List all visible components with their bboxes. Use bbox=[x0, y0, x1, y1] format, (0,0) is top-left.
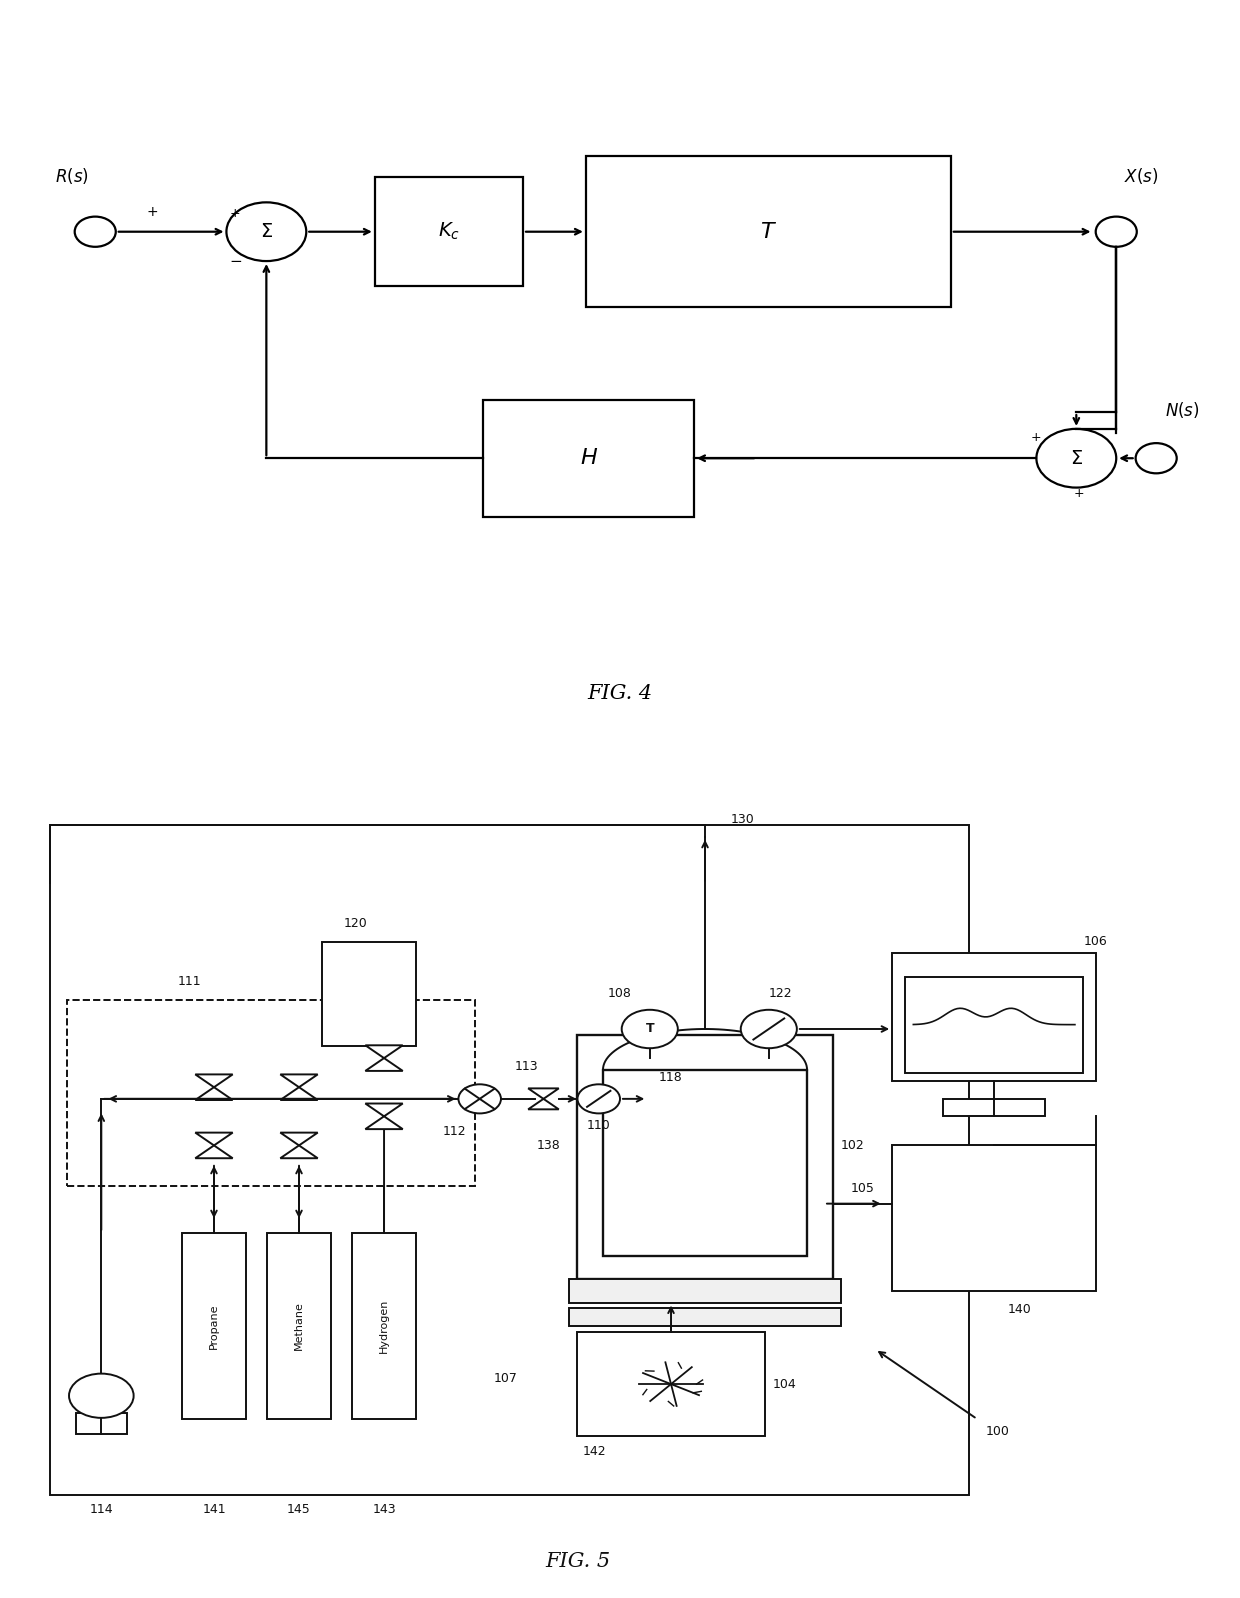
Text: $N(s)$: $N(s)$ bbox=[1166, 401, 1200, 420]
Text: 112: 112 bbox=[443, 1125, 466, 1138]
Text: Propane: Propane bbox=[210, 1302, 219, 1349]
Circle shape bbox=[578, 1085, 620, 1114]
Polygon shape bbox=[366, 1117, 403, 1130]
Text: 108: 108 bbox=[608, 988, 632, 1000]
Bar bbox=[892, 954, 1096, 1082]
Bar bbox=[67, 1000, 475, 1186]
Bar bbox=[569, 1280, 841, 1302]
Bar bbox=[585, 157, 951, 307]
Polygon shape bbox=[366, 1058, 403, 1071]
Text: $R(s)$: $R(s)$ bbox=[56, 166, 89, 185]
Text: 100: 100 bbox=[986, 1425, 1009, 1438]
Polygon shape bbox=[280, 1133, 317, 1146]
Text: FIG. 5: FIG. 5 bbox=[544, 1552, 610, 1571]
Text: 104: 104 bbox=[773, 1377, 797, 1390]
Text: +: + bbox=[229, 206, 241, 221]
Polygon shape bbox=[195, 1133, 233, 1146]
Text: Methane: Methane bbox=[294, 1301, 304, 1350]
Bar bbox=[484, 400, 694, 518]
Text: +: + bbox=[1074, 487, 1085, 500]
Text: 138: 138 bbox=[537, 1139, 560, 1152]
Text: +: + bbox=[146, 205, 157, 219]
Circle shape bbox=[740, 1010, 797, 1048]
Text: 120: 120 bbox=[343, 917, 367, 930]
Polygon shape bbox=[195, 1074, 233, 1087]
Polygon shape bbox=[366, 1104, 403, 1117]
Circle shape bbox=[459, 1085, 501, 1114]
Text: 105: 105 bbox=[851, 1183, 874, 1195]
Text: $X(s)$: $X(s)$ bbox=[1125, 166, 1158, 185]
Bar bbox=[944, 1099, 1045, 1117]
Text: 140: 140 bbox=[1008, 1302, 1032, 1315]
Text: 143: 143 bbox=[372, 1504, 396, 1517]
Text: 107: 107 bbox=[494, 1371, 518, 1385]
Text: 122: 122 bbox=[769, 988, 792, 1000]
Text: 130: 130 bbox=[730, 813, 754, 826]
Circle shape bbox=[621, 1010, 678, 1048]
Text: T: T bbox=[646, 1023, 653, 1036]
Text: $\Sigma$: $\Sigma$ bbox=[260, 222, 273, 241]
Bar bbox=[322, 941, 415, 1047]
Text: 102: 102 bbox=[841, 1139, 864, 1152]
Polygon shape bbox=[195, 1146, 233, 1159]
Bar bbox=[905, 976, 1084, 1072]
Text: +: + bbox=[1030, 431, 1042, 444]
Text: −: − bbox=[229, 254, 243, 268]
Text: $H$: $H$ bbox=[579, 447, 598, 468]
Bar bbox=[578, 1036, 832, 1280]
Text: 114: 114 bbox=[89, 1504, 113, 1517]
Text: FIG. 4: FIG. 4 bbox=[588, 684, 652, 703]
Polygon shape bbox=[528, 1099, 559, 1109]
Polygon shape bbox=[280, 1074, 317, 1087]
Text: 142: 142 bbox=[583, 1445, 606, 1459]
Polygon shape bbox=[280, 1146, 317, 1159]
Polygon shape bbox=[195, 1087, 233, 1099]
Bar bbox=[569, 1309, 841, 1326]
Bar bbox=[603, 1069, 807, 1256]
Text: 106: 106 bbox=[1084, 935, 1107, 948]
Circle shape bbox=[69, 1374, 134, 1417]
Polygon shape bbox=[280, 1087, 317, 1099]
Text: $K_c$: $K_c$ bbox=[438, 221, 460, 243]
Text: $\Sigma$: $\Sigma$ bbox=[1070, 449, 1083, 468]
Text: Hydrogen: Hydrogen bbox=[379, 1299, 389, 1354]
Bar bbox=[578, 1331, 765, 1437]
Bar bbox=[892, 1146, 1096, 1291]
Text: 110: 110 bbox=[587, 1119, 610, 1133]
Bar bbox=[51, 825, 968, 1494]
Text: 141: 141 bbox=[202, 1504, 226, 1517]
Bar bbox=[182, 1232, 246, 1419]
Polygon shape bbox=[366, 1045, 403, 1058]
Text: $T$: $T$ bbox=[760, 222, 776, 241]
Text: 118: 118 bbox=[658, 1071, 682, 1085]
Bar bbox=[352, 1232, 415, 1419]
Bar bbox=[76, 1413, 126, 1433]
Text: 145: 145 bbox=[288, 1504, 311, 1517]
Polygon shape bbox=[528, 1088, 559, 1099]
Bar bbox=[374, 177, 523, 286]
Text: 111: 111 bbox=[177, 975, 201, 988]
Text: 113: 113 bbox=[515, 1059, 538, 1072]
Bar bbox=[267, 1232, 331, 1419]
